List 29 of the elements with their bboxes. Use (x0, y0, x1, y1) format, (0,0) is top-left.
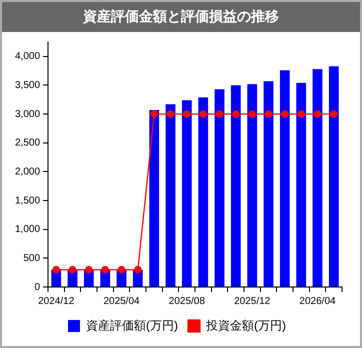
y-tick-label: 1,000 (14, 224, 40, 236)
y-tick-label: 1,500 (14, 195, 40, 206)
bar (280, 70, 290, 286)
bar (312, 69, 322, 286)
y-tick-label: 500 (23, 252, 40, 264)
bar (328, 66, 339, 286)
legend-label: 資産評価額(万円) (86, 318, 178, 332)
chart-title: 資産評価金額と評価損益の推移 (2, 2, 360, 32)
legend-label: 投資金額(万円) (205, 318, 286, 332)
y-tick-label: 2,000 (14, 166, 40, 178)
bar (149, 110, 160, 286)
y-tick-label: 2,500 (14, 138, 40, 149)
x-tick-label: 2025/08 (168, 296, 206, 307)
bar (230, 85, 241, 286)
bar (198, 97, 208, 286)
bar (264, 81, 274, 286)
x-tick-label: 2025/04 (103, 296, 140, 307)
bar (247, 84, 258, 286)
y-tick-label: 0 (34, 282, 40, 293)
bar (214, 89, 224, 286)
bar (182, 100, 192, 286)
x-tick-label: 2026/04 (299, 296, 336, 307)
y-tick-label: 4,000 (14, 51, 40, 62)
x-tick-label: 2025/12 (234, 296, 271, 307)
y-tick-label: 3,500 (14, 80, 40, 91)
bar (296, 82, 306, 286)
bar (166, 104, 176, 286)
y-tick-label: 3,000 (14, 108, 40, 120)
x-tick-label: 2024/12 (38, 296, 75, 307)
